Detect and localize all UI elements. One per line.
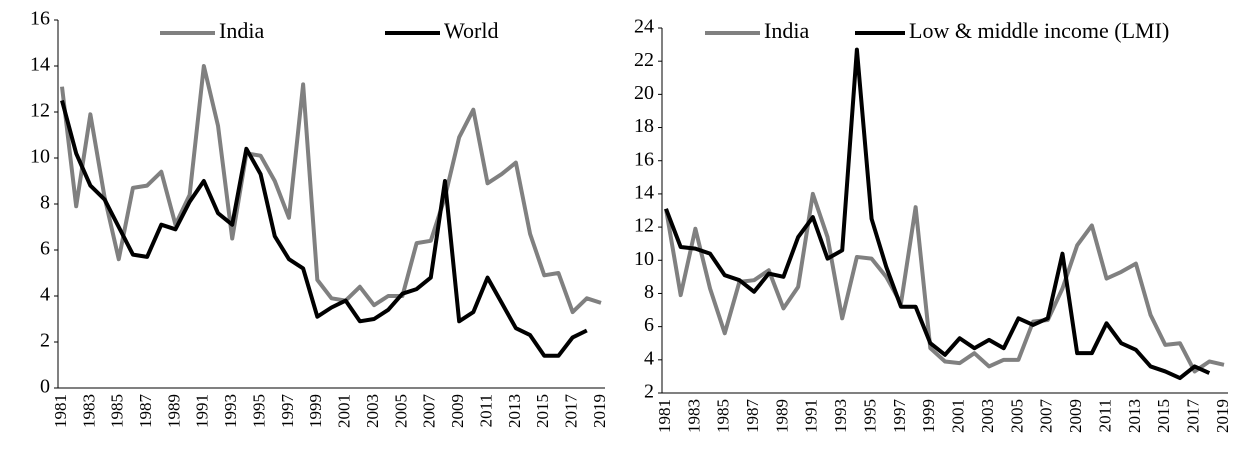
x-tick-label: 1987	[136, 394, 155, 429]
y-tick-label: 4	[40, 284, 50, 306]
x-tick-label: 1985	[108, 394, 127, 428]
x-tick-label: 1987	[743, 399, 762, 434]
y-tick-label: 16	[634, 148, 654, 170]
y-tick-label: 8	[644, 281, 654, 303]
y-tick-label: 0	[40, 376, 50, 398]
series-line	[60, 64, 602, 315]
x-tick-label: 1981	[655, 399, 674, 433]
x-tick-label: 2011	[476, 394, 495, 427]
x-tick-label: 2005	[1007, 399, 1026, 433]
x-tick-label: 2015	[533, 394, 552, 428]
x-tick-label: 2007	[1037, 399, 1056, 434]
x-tick-label: 1991	[802, 399, 821, 433]
x-tick-label: 2003	[363, 394, 382, 428]
x-tick-label: 1983	[79, 394, 98, 428]
x-tick-label: 1997	[278, 394, 297, 429]
legend-label: India	[764, 18, 809, 43]
x-tick-label: 2019	[1213, 399, 1232, 433]
x-tick-label: 1981	[51, 394, 70, 428]
x-tick-label: 1999	[919, 399, 938, 433]
series-line	[664, 47, 1211, 381]
y-tick-label: 6	[644, 314, 654, 336]
y-tick-label: 24	[634, 16, 654, 38]
legend-label: India	[219, 18, 264, 43]
y-tick-label: 16	[30, 8, 50, 30]
legend-label: Low & middle income (LMI)	[909, 18, 1169, 43]
y-tick-label: 20	[634, 82, 654, 104]
y-tick-label: 6	[40, 238, 50, 260]
y-tick-label: 12	[634, 215, 654, 237]
x-tick-label: 1985	[714, 399, 733, 433]
y-tick-label: 10	[634, 248, 654, 270]
x-tick-label: 1997	[890, 399, 909, 434]
x-tick-label: 1995	[249, 394, 268, 428]
y-tick-label: 12	[30, 100, 50, 122]
x-tick-label: 1983	[684, 399, 703, 433]
x-tick-label: 1991	[193, 394, 212, 428]
y-tick-label: 2	[644, 381, 654, 403]
x-tick-label: 2011	[1095, 399, 1114, 432]
y-tick-label: 10	[30, 146, 50, 168]
x-tick-label: 1993	[221, 394, 240, 428]
x-tick-label: 1995	[860, 399, 879, 433]
y-tick-label: 14	[634, 182, 654, 204]
x-tick-label: 1989	[164, 394, 183, 428]
y-tick-label: 18	[634, 115, 654, 137]
x-tick-label: 2017	[1184, 399, 1203, 434]
x-tick-label: 2013	[1125, 399, 1144, 433]
x-tick-label: 2005	[391, 394, 410, 428]
x-tick-label: 1993	[831, 399, 850, 433]
x-tick-label: 2009	[448, 394, 467, 428]
y-tick-label: 22	[634, 49, 654, 71]
x-tick-label: 2003	[978, 399, 997, 433]
x-tick-label: 2007	[420, 394, 439, 429]
x-tick-label: 2001	[335, 394, 354, 428]
x-tick-label: 2013	[505, 394, 524, 428]
y-tick-label: 8	[40, 192, 50, 214]
legend-label: World	[444, 18, 498, 43]
x-tick-label: 1999	[306, 394, 325, 428]
chart: 0 2 4 6 8 10 12 14 16 1981 1983 1985 1987 1989 1991 199…	[30, 8, 609, 428]
series-line	[664, 191, 1225, 374]
series-line	[60, 99, 588, 358]
x-tick-label: 2015	[1154, 399, 1173, 433]
x-tick-label: 1989	[772, 399, 791, 433]
y-tick-label: 4	[644, 347, 654, 369]
y-tick-label: 14	[30, 54, 50, 76]
y-tick-label: 2	[40, 330, 50, 352]
x-tick-label: 2001	[949, 399, 968, 433]
x-tick-label: 2009	[1066, 399, 1085, 433]
x-tick-label: 2019	[590, 394, 609, 428]
x-tick-label: 2017	[562, 394, 581, 429]
